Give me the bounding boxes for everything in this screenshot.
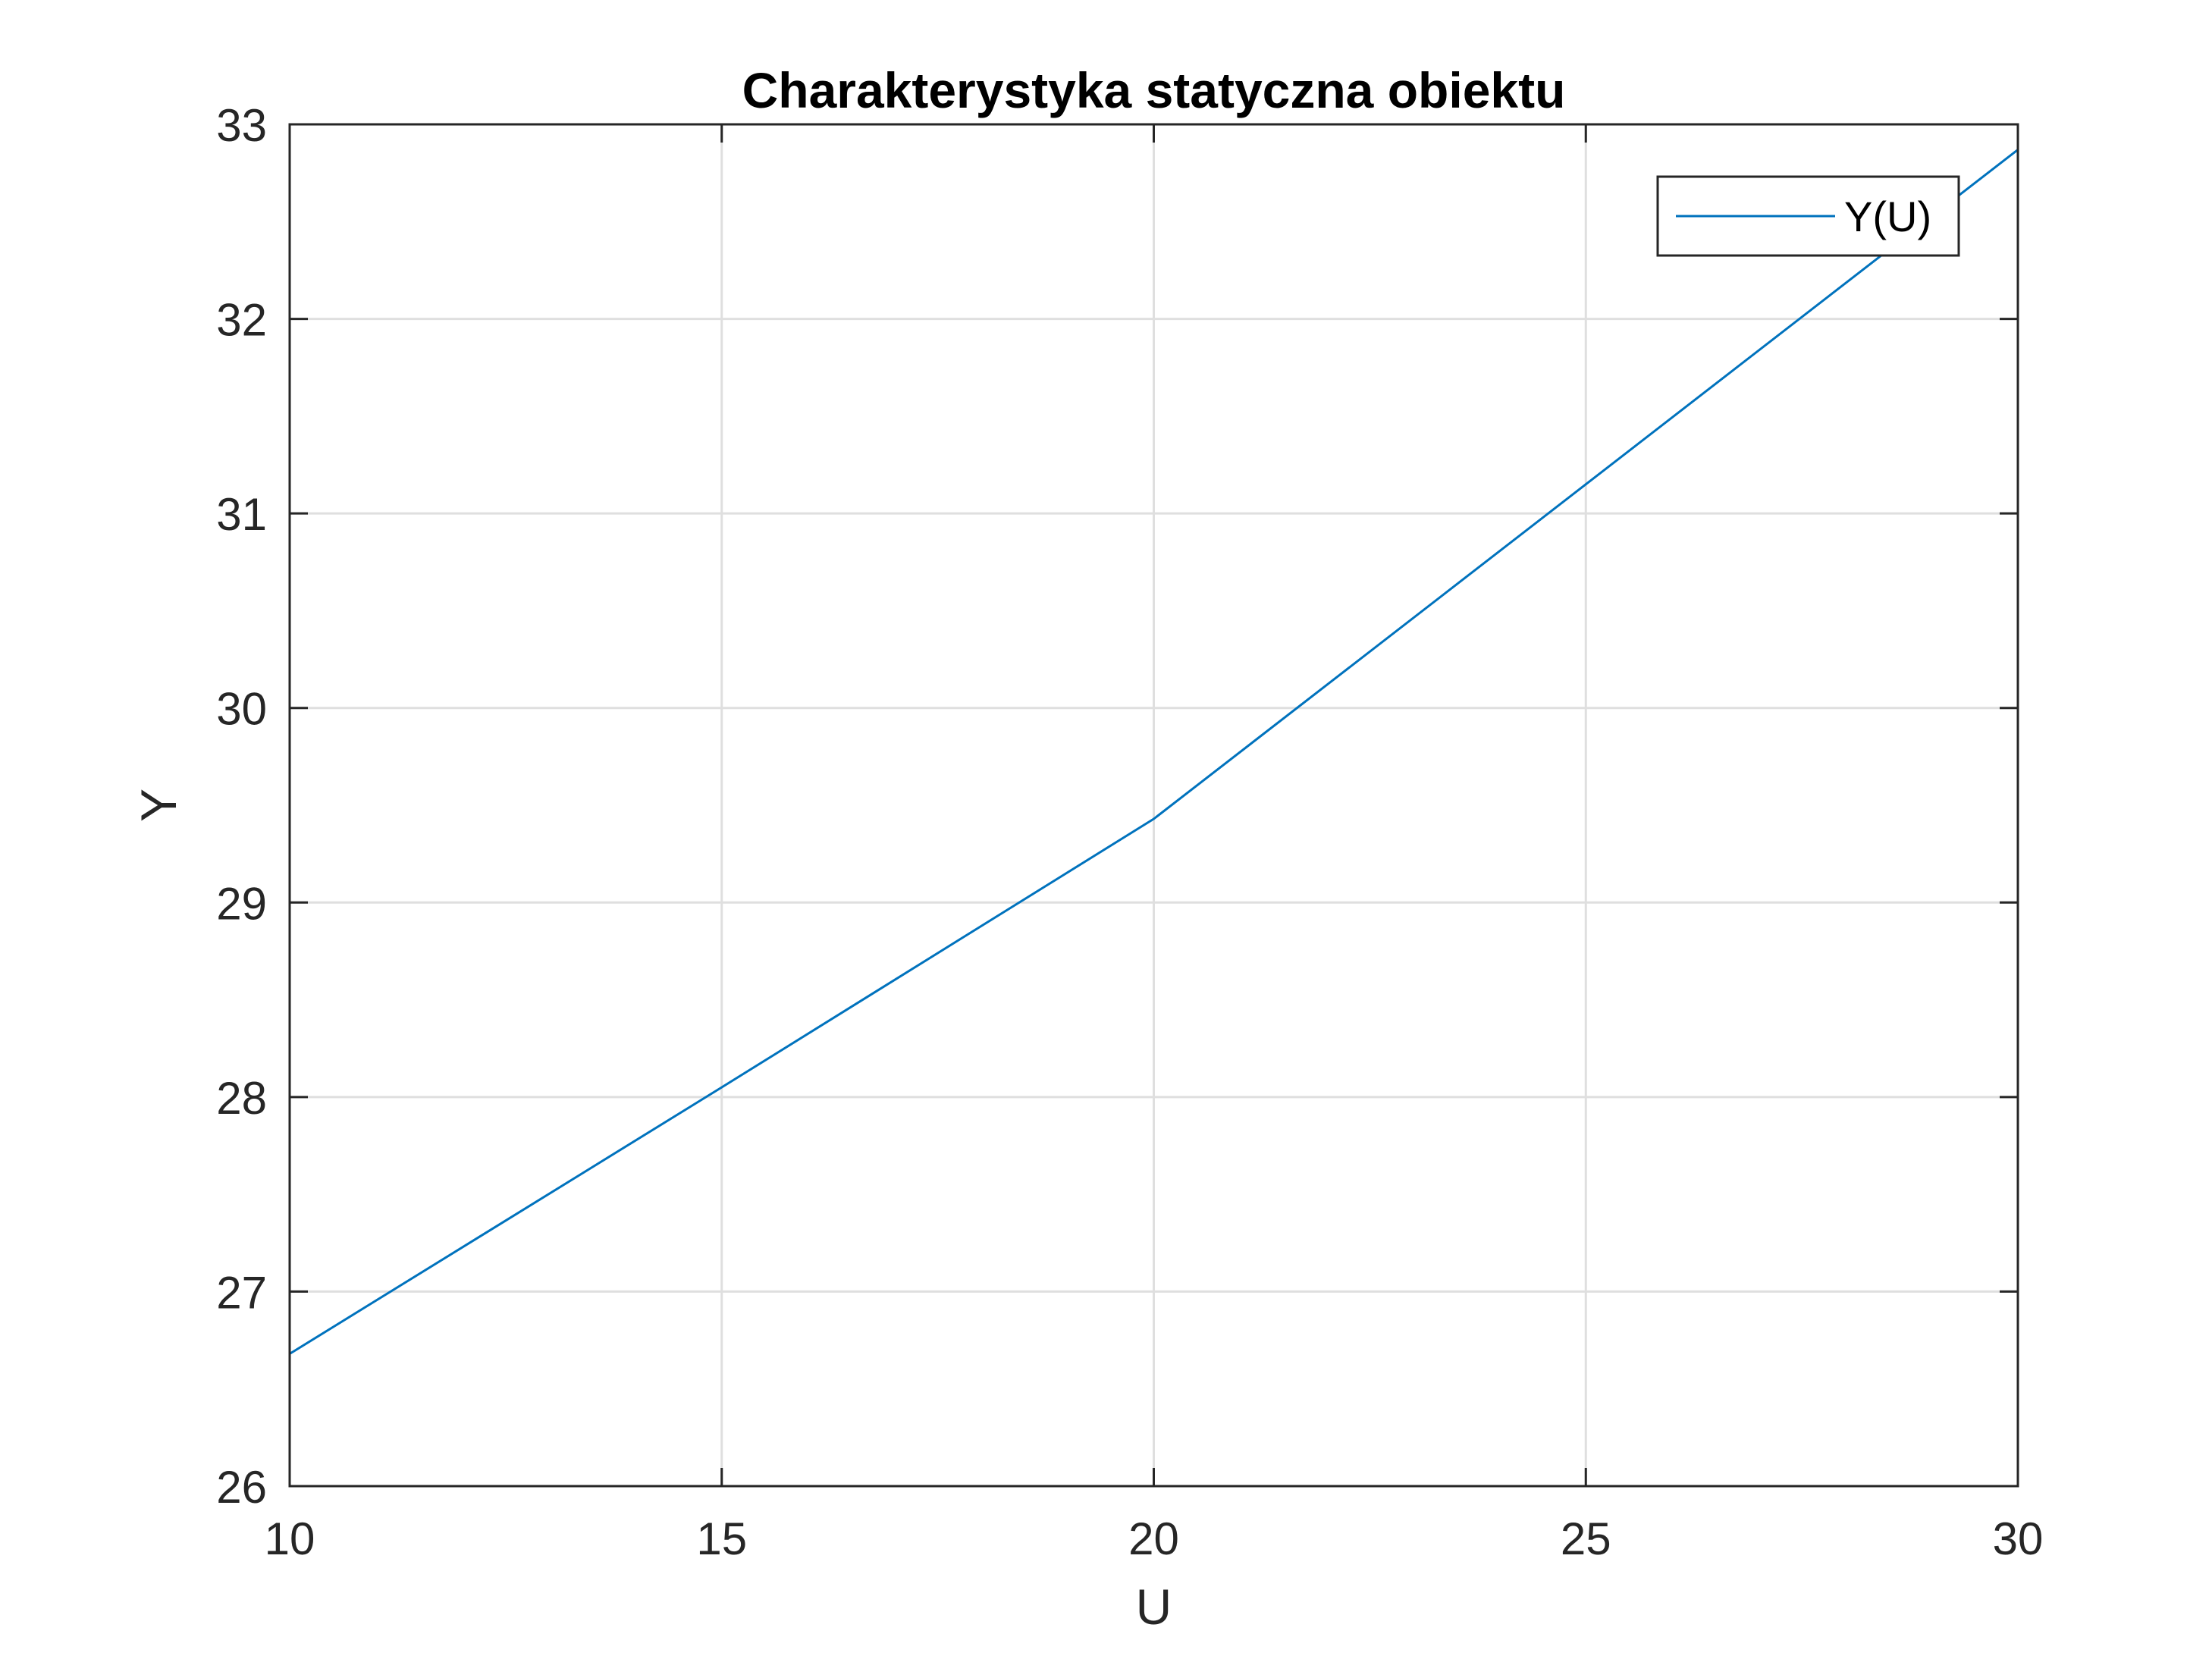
- y-tick-label: 30: [216, 684, 267, 735]
- x-axis-title: U: [1136, 1579, 1172, 1635]
- tick-marks: [288, 123, 2019, 1488]
- y-tick-label: 31: [216, 489, 267, 540]
- series-layer: [289, 149, 2019, 1355]
- x-tick-label: 15: [696, 1513, 747, 1564]
- legend: Y(U): [1656, 175, 1960, 257]
- y-axis-title: Y: [130, 789, 187, 822]
- legend-label: Y(U): [1844, 193, 1931, 240]
- x-tick-label: 10: [265, 1513, 315, 1564]
- x-tick-label: 25: [1561, 1513, 1611, 1564]
- y-tick-label: 33: [216, 100, 267, 151]
- y-tick-label: 32: [216, 295, 267, 346]
- y-tick-label: 29: [216, 878, 267, 929]
- y-tick-label: 28: [216, 1073, 267, 1124]
- x-tick-label: 30: [1993, 1513, 2044, 1564]
- x-tick-labels: 10 15 20 25 30: [265, 1513, 2044, 1564]
- y-tick-labels: 26 27 28 29 30 31 32 33: [216, 100, 267, 1513]
- y-tick-label: 27: [216, 1267, 267, 1318]
- chart-title: Charakterystyka statyczna obiektu: [742, 62, 1566, 118]
- series-line: [289, 149, 2019, 1355]
- x-tick-label: 20: [1128, 1513, 1179, 1564]
- y-tick-label: 26: [216, 1462, 267, 1513]
